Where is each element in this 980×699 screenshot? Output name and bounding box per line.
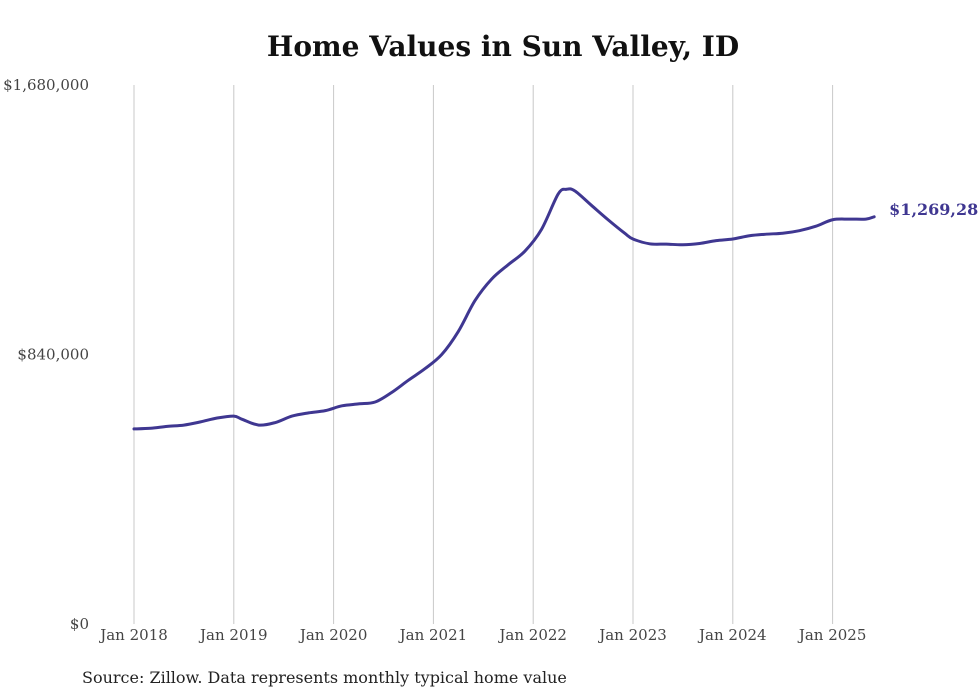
y-axis-ticks: $0 $840,000 $1,680,000 xyxy=(3,76,89,633)
x-tick-label: Jan 2024 xyxy=(697,626,767,644)
series-line xyxy=(132,187,876,431)
x-tick-label: Jan 2021 xyxy=(398,626,468,644)
x-tick-label: Jan 2025 xyxy=(797,626,867,644)
x-tick-label: Jan 2018 xyxy=(98,626,168,644)
x-tick-label: Jan 2022 xyxy=(497,626,567,644)
y-tick-label: $0 xyxy=(70,615,89,633)
x-tick-label: Jan 2020 xyxy=(298,626,368,644)
end-value-label: $1,269,28 xyxy=(889,200,978,219)
x-axis-ticks: Jan 2018 Jan 2019 Jan 2020 Jan 2021 Jan 2022… xyxy=(98,626,866,644)
source-note: Source: Zillow. Data represents monthly … xyxy=(82,668,567,687)
grid-lines xyxy=(133,85,834,624)
x-tick-label: Jan 2023 xyxy=(597,626,667,644)
series-layer xyxy=(132,187,876,431)
y-tick-label: $840,000 xyxy=(17,346,89,364)
x-tick-label: Jan 2019 xyxy=(198,626,268,644)
chart-title: Home Values in Sun Valley, ID xyxy=(266,30,740,63)
y-tick-label: $1,680,000 xyxy=(3,76,89,94)
end-label-layer: $1,269,28 xyxy=(889,200,978,219)
